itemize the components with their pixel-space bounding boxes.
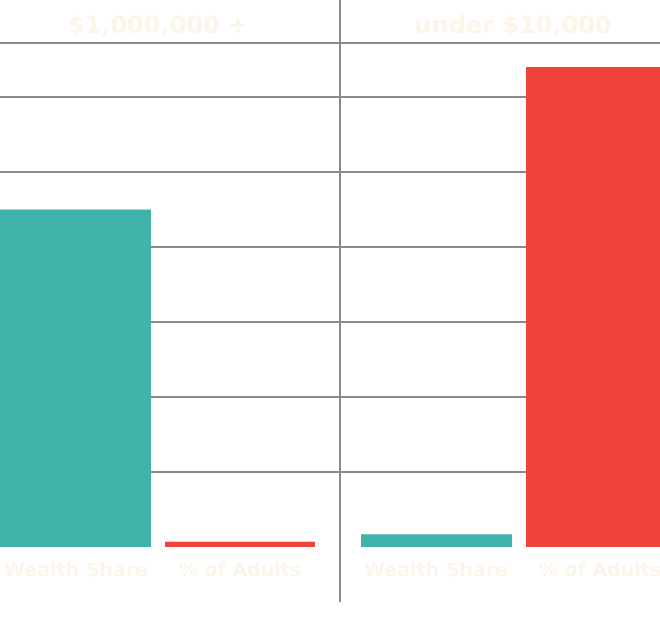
bar-millionaires-wealth-share xyxy=(0,209,151,547)
bar-under-10k-wealth-share xyxy=(361,534,512,547)
bars-layer xyxy=(0,67,660,547)
category-label-millionaires-wealth-share: Wealth Share xyxy=(4,559,148,581)
panel-title-millionaires: $1,000,000 + xyxy=(68,11,248,39)
panel-title-under-10k: under $10,000 xyxy=(414,11,611,39)
bar-under-10k-pct-adults xyxy=(526,67,660,547)
category-label-millionaires-pct-adults: % of Adults xyxy=(179,559,301,581)
category-label-under-10k-pct-adults: % of Adults xyxy=(539,559,660,581)
labels-layer: $1,000,000 + Wealth Share % of Adults under… xyxy=(4,11,660,581)
bar-millionaires-pct-adults xyxy=(165,541,315,547)
category-label-under-10k-wealth-share: Wealth Share xyxy=(364,559,508,581)
